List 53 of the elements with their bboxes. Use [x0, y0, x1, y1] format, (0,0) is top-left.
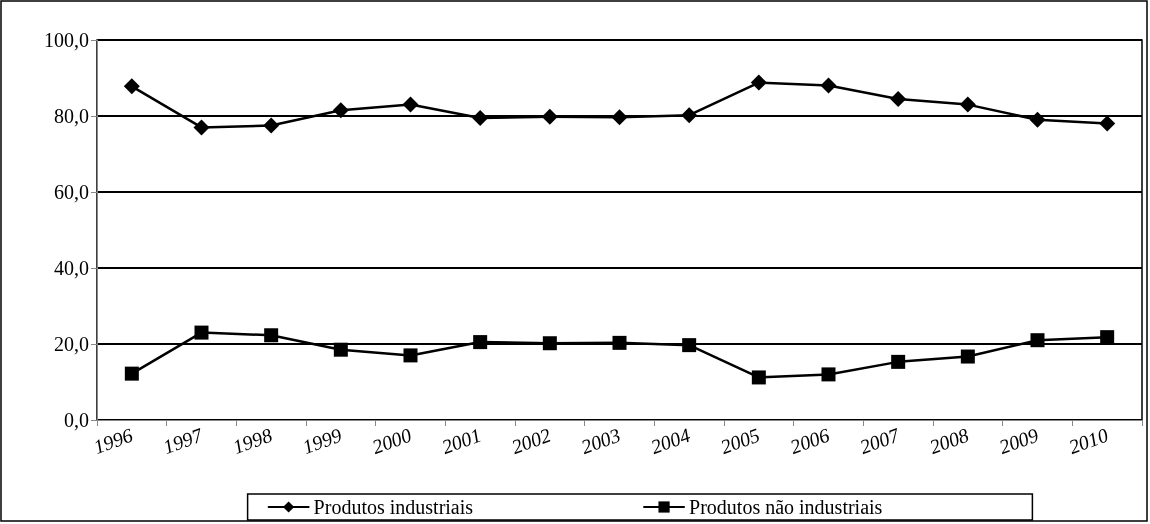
- point: [960, 349, 975, 364]
- point: [1030, 333, 1045, 348]
- point: [123, 78, 140, 95]
- point: [820, 77, 837, 94]
- point: [1100, 330, 1115, 345]
- x-tick-label: 2003: [578, 423, 624, 459]
- y-tick-label: 0,0: [64, 409, 89, 431]
- point: [194, 325, 209, 340]
- point: [333, 342, 348, 357]
- point: [403, 348, 418, 363]
- point: [612, 335, 627, 350]
- x-tick-label: 2009: [996, 423, 1042, 459]
- point: [541, 108, 558, 125]
- point: [473, 335, 488, 350]
- y-tick-label: 20,0: [54, 333, 89, 355]
- x-tick-label: 2000: [369, 423, 415, 459]
- x-tick-label: 1997: [160, 423, 207, 459]
- x-tick-label: 2007: [856, 423, 903, 459]
- x-tick-label: 1999: [299, 423, 345, 459]
- x-tick-label: 2001: [438, 423, 484, 459]
- point: [681, 107, 698, 124]
- point: [124, 366, 139, 381]
- x-tick-label: 2008: [926, 423, 972, 459]
- x-tick-label: 2002: [508, 423, 554, 459]
- point: [1029, 111, 1046, 128]
- point: [264, 328, 279, 343]
- point: [193, 119, 210, 136]
- point: [891, 354, 906, 369]
- x-tick-label: 1998: [229, 423, 275, 459]
- point: [332, 102, 349, 119]
- point: [890, 90, 907, 107]
- legend-label: Produtos industriais: [313, 496, 474, 518]
- point: [402, 96, 419, 113]
- x-tick-label: 2006: [787, 423, 833, 459]
- y-tick-label: 60,0: [54, 181, 89, 203]
- point: [751, 370, 766, 385]
- point: [682, 338, 697, 353]
- point: [821, 367, 836, 382]
- x-tick-label: 2010: [1065, 423, 1111, 459]
- point: [959, 96, 976, 113]
- point: [611, 109, 628, 126]
- point: [263, 117, 280, 134]
- y-tick-label: 100,0: [44, 29, 89, 51]
- point: [542, 336, 557, 351]
- x-tick-label: 2005: [717, 423, 763, 459]
- legend-label: Produtos não industriais: [689, 496, 883, 518]
- point: [1099, 115, 1116, 132]
- point: [472, 109, 489, 126]
- x-tick-label: 2004: [647, 423, 693, 459]
- y-tick-label: 40,0: [54, 257, 89, 279]
- y-tick-label: 80,0: [54, 105, 89, 127]
- x-tick-label: 1996: [90, 423, 136, 459]
- point: [750, 74, 767, 91]
